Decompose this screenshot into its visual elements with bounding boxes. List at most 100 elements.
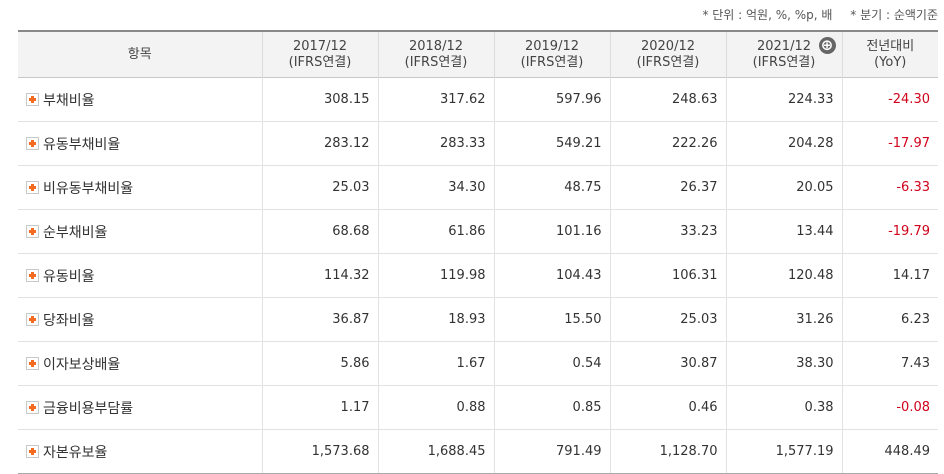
- row-label-cell[interactable]: 이자보상배율: [18, 341, 262, 386]
- row-label: 비유동부채비율: [43, 180, 134, 197]
- value-cell: 48.75: [493, 165, 610, 210]
- add-period-icon[interactable]: ⊕: [818, 37, 836, 54]
- value-cell: 1,688.45: [377, 429, 494, 474]
- yoy-cell: -19.79: [841, 209, 938, 254]
- period-year: 2018/12: [408, 38, 463, 54]
- table-header-row: 항목 2017/12 (IFRS연결) 2018/12 (IFRS연결) 2019/…: [18, 31, 938, 78]
- value-cell: 1.17: [261, 385, 378, 430]
- value-cell: 34.30: [377, 165, 494, 210]
- value-cell: 106.31: [609, 253, 726, 298]
- value-cell: 1,128.70: [609, 429, 726, 474]
- expand-icon[interactable]: [26, 225, 39, 238]
- row-label-cell[interactable]: 유동부채비율: [18, 121, 262, 166]
- value-cell: 31.26: [725, 297, 842, 342]
- value-cell: 26.37: [609, 165, 726, 210]
- financial-ratio-table: 항목 2017/12 (IFRS연결) 2018/12 (IFRS연결) 2019/…: [18, 30, 938, 474]
- row-label-cell[interactable]: 당좌비율: [18, 297, 262, 342]
- value-cell: 1,573.68: [261, 429, 378, 474]
- value-cell: 68.68: [261, 209, 378, 254]
- row-label: 순부채비율: [43, 224, 108, 241]
- expand-icon[interactable]: [26, 357, 39, 370]
- yoy-cell: 448.49: [841, 429, 938, 474]
- value-cell: 15.50: [493, 297, 610, 342]
- expand-icon[interactable]: [26, 181, 39, 194]
- basis-label: * 분기 : 순액기준: [850, 8, 938, 22]
- table-row: 당좌비율 36.87 18.93 15.50 25.03 31.26 6.23: [18, 297, 938, 342]
- expand-icon[interactable]: [26, 401, 39, 414]
- row-label: 이자보상배율: [43, 356, 121, 373]
- row-label-cell[interactable]: 자본유보율: [18, 429, 262, 474]
- row-label-cell[interactable]: 부채비율: [18, 77, 262, 122]
- row-label-cell[interactable]: 금융비용부담률: [18, 385, 262, 430]
- value-cell: 317.62: [377, 77, 494, 122]
- value-cell: 33.23: [609, 209, 726, 254]
- value-cell: 204.28: [725, 121, 842, 166]
- value-cell: 1,577.19: [725, 429, 842, 474]
- header-period: 2018/12 (IFRS연결): [377, 31, 494, 78]
- row-label: 유동부채비율: [43, 136, 121, 153]
- expand-icon[interactable]: [26, 137, 39, 150]
- period-type: (IFRS연결): [520, 54, 584, 70]
- value-cell: 30.87: [609, 341, 726, 386]
- period-year: 2017/12: [292, 38, 347, 54]
- table-row: 자본유보율 1,573.68 1,688.45 791.49 1,128.70 1,577…: [18, 429, 938, 474]
- value-cell: 222.26: [609, 121, 726, 166]
- value-cell: 549.21: [493, 121, 610, 166]
- value-cell: 0.38: [725, 385, 842, 430]
- row-label-cell[interactable]: 순부채비율: [18, 209, 262, 254]
- value-cell: 0.54: [493, 341, 610, 386]
- header-yoy: 전년대비 (YoY): [841, 31, 938, 78]
- period-type: (IFRS연결): [288, 54, 352, 70]
- value-cell: 283.33: [377, 121, 494, 166]
- value-cell: 25.03: [261, 165, 378, 210]
- yoy-cell: 6.23: [841, 297, 938, 342]
- period-year: 2021/12: [756, 38, 811, 54]
- period-type: (IFRS연결): [752, 54, 816, 70]
- value-cell: 20.05: [725, 165, 842, 210]
- value-cell: 791.49: [493, 429, 610, 474]
- row-label-cell[interactable]: 비유동부채비율: [18, 165, 262, 210]
- table-row: 비유동부채비율 25.03 34.30 48.75 26.37 20.05 -6.33: [18, 165, 938, 210]
- value-cell: 25.03: [609, 297, 726, 342]
- unit-note: * 단위 : 억원, %, %p, 배 * 분기 : 순액기준: [688, 6, 938, 23]
- period-year: 2019/12: [524, 38, 579, 54]
- table-row: 유동비율 114.32 119.98 104.43 106.31 120.48 14.17: [18, 253, 938, 298]
- table-row: 부채비율 308.15 317.62 597.96 248.63 224.33 -24.30: [18, 77, 938, 122]
- yoy-cell: -17.97: [841, 121, 938, 166]
- value-cell: 0.46: [609, 385, 726, 430]
- unit-label: * 단위 : 억원, %, %p, 배: [702, 8, 833, 22]
- value-cell: 283.12: [261, 121, 378, 166]
- value-cell: 248.63: [609, 77, 726, 122]
- expand-icon[interactable]: [26, 93, 39, 106]
- expand-icon[interactable]: [26, 269, 39, 282]
- yoy-cell: 14.17: [841, 253, 938, 298]
- value-cell: 13.44: [725, 209, 842, 254]
- table-row: 순부채비율 68.68 61.86 101.16 33.23 13.44 -19.79: [18, 209, 938, 254]
- yoy-sub: (YoY): [874, 54, 907, 70]
- header-period: 2017/12 (IFRS연결): [261, 31, 378, 78]
- period-year: 2020/12: [640, 38, 695, 54]
- expand-icon[interactable]: [26, 313, 39, 326]
- period-type: (IFRS연결): [636, 54, 700, 70]
- header-item: 항목: [18, 31, 262, 78]
- value-cell: 0.85: [493, 385, 610, 430]
- table-body: 부채비율 308.15 317.62 597.96 248.63 224.33 -24.30…: [18, 77, 938, 474]
- row-label: 유동비율: [43, 268, 95, 285]
- table-row: 이자보상배율 5.86 1.67 0.54 30.87 38.30 7.43: [18, 341, 938, 386]
- value-cell: 120.48: [725, 253, 842, 298]
- yoy-cell: -0.08: [841, 385, 938, 430]
- row-label: 자본유보율: [43, 444, 108, 461]
- value-cell: 114.32: [261, 253, 378, 298]
- expand-icon[interactable]: [26, 445, 39, 458]
- header-period: 2021/12 (IFRS연결) ⊕: [725, 31, 842, 78]
- value-cell: 308.15: [261, 77, 378, 122]
- row-label-cell[interactable]: 유동비율: [18, 253, 262, 298]
- value-cell: 5.86: [261, 341, 378, 386]
- header-period: 2019/12 (IFRS연결): [493, 31, 610, 78]
- row-label: 당좌비율: [43, 312, 95, 329]
- value-cell: 61.86: [377, 209, 494, 254]
- value-cell: 18.93: [377, 297, 494, 342]
- yoy-cell: -24.30: [841, 77, 938, 122]
- value-cell: 597.96: [493, 77, 610, 122]
- value-cell: 104.43: [493, 253, 610, 298]
